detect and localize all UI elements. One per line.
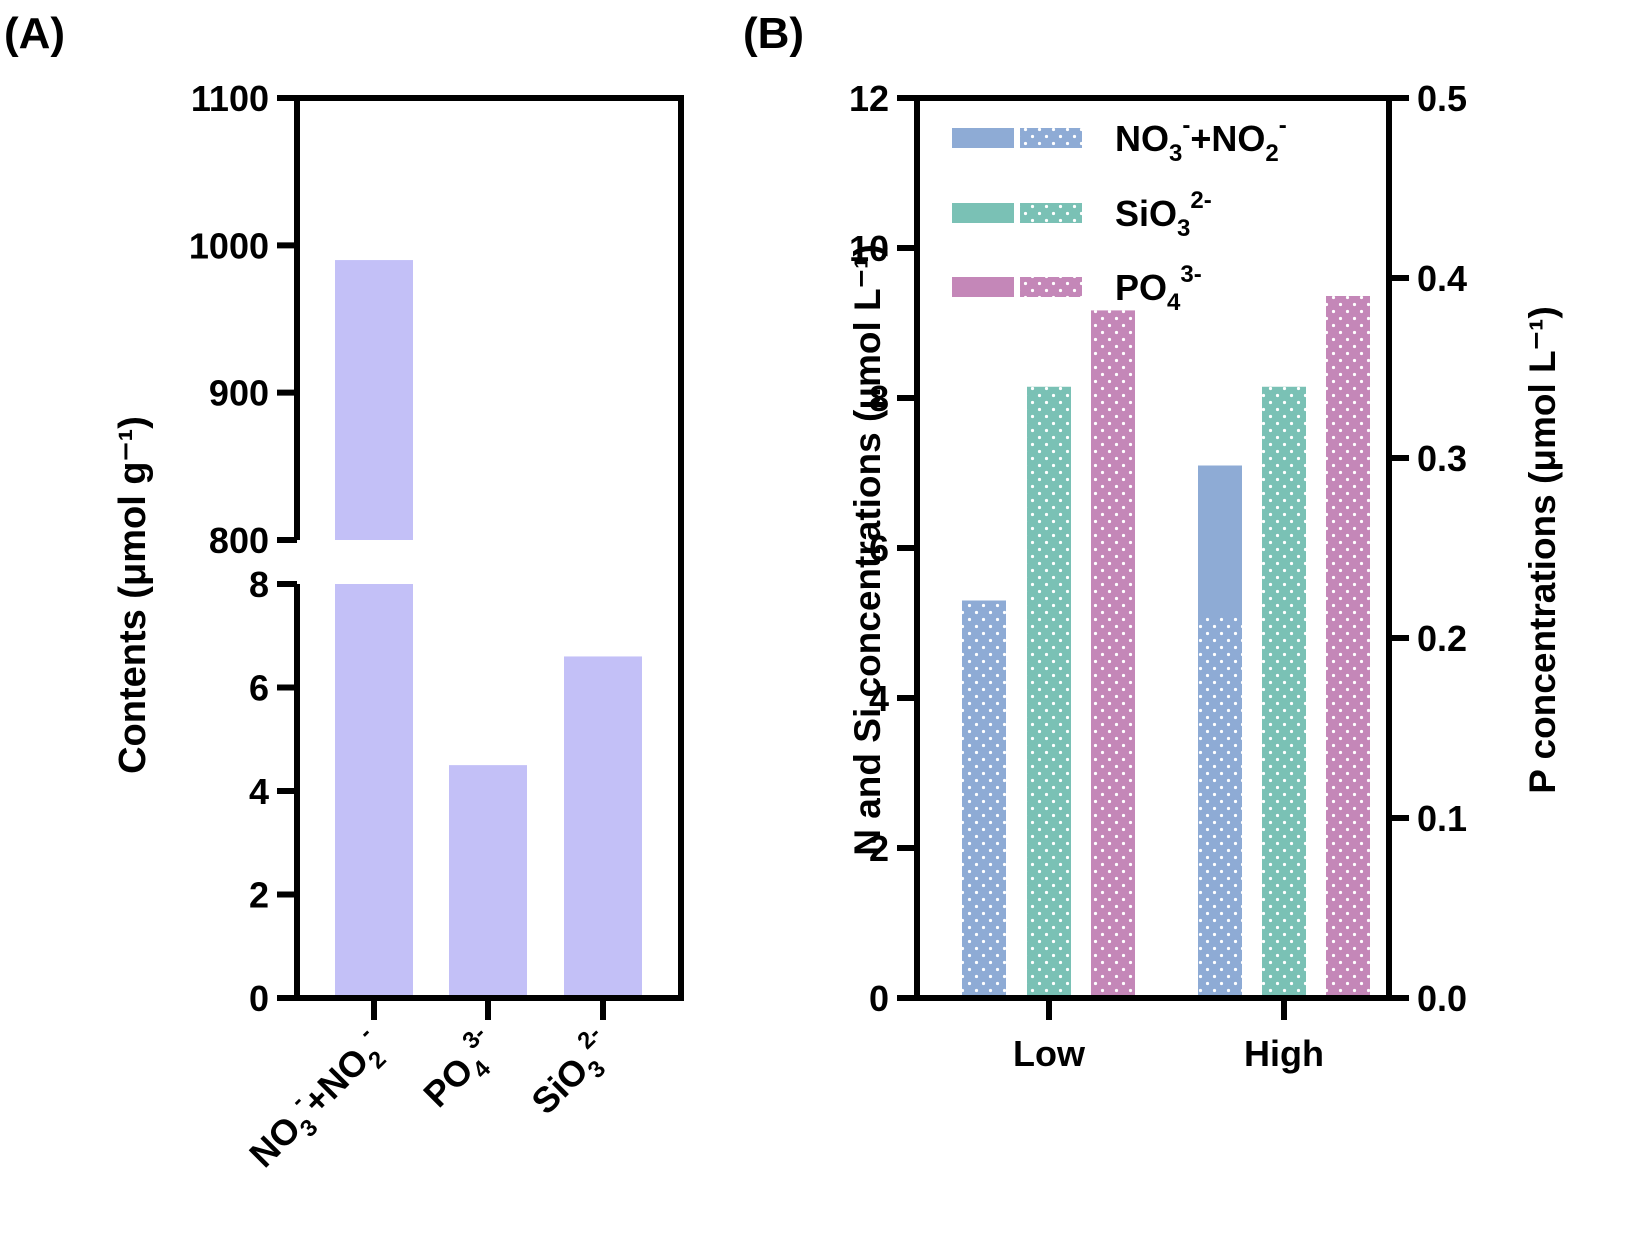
chart-b-ytick-right-label: 0.5: [1417, 78, 1467, 119]
chart-a-ytick-label: 900: [209, 373, 269, 414]
chart-b-ytick-right-label: 0.0: [1417, 978, 1467, 1019]
chart-a-ytick-label: 8: [249, 564, 269, 605]
chart-b-ytick-right-label: 0.4: [1417, 258, 1467, 299]
legend-swatch-solid-0: [952, 128, 1014, 148]
chart-b-ytick-left-label: 8: [869, 378, 889, 419]
bar-a-2: [564, 656, 642, 998]
chart-b-ytick-left-label: 0: [869, 978, 889, 1019]
chart-b-ylabel-right: P concentrations (μmol L⁻¹): [1522, 306, 1563, 794]
bar-b-pattern-0-1: [1198, 615, 1242, 998]
bar-b-pattern-0-0: [962, 600, 1006, 998]
bar-b-pattern-1-1: [1262, 386, 1306, 998]
chart-b-ylabel-left: N and Si concentrations (μmol L⁻¹): [847, 244, 888, 856]
chart-b-ytick-right-label: 0.1: [1417, 798, 1467, 839]
chart-b-xtick-label: High: [1244, 1033, 1324, 1074]
chart-b-ytick-left-label: 4: [869, 678, 889, 719]
legend-label-2: PO43-: [1115, 261, 1202, 316]
legend-swatch-pattern-2: [1020, 277, 1082, 297]
chart-a-ytick-label: 6: [249, 668, 269, 709]
chart-a-xtick-label: PO43-: [411, 1020, 511, 1120]
chart-a-ytick-label: 1000: [189, 225, 269, 266]
chart-a-ytick-label: 2: [249, 875, 269, 916]
panel-label-a: (A): [4, 9, 65, 58]
bar-b-pattern-2-0: [1091, 310, 1135, 998]
chart-a-xtick-label: SiO32-: [519, 1020, 626, 1127]
chart-b-ytick-left-label: 10: [849, 228, 889, 269]
chart-b-ytick-left-label: 6: [869, 528, 889, 569]
chart-a-ytick-label: 0: [249, 978, 269, 1019]
chart-b-ytick-right-label: 0.2: [1417, 618, 1467, 659]
legend-swatch-solid-2: [952, 277, 1014, 297]
legend-label-0: NO3-+NO2-: [1115, 112, 1287, 167]
legend-label-1: SiO32-: [1115, 187, 1212, 242]
panel-label-b: (B): [743, 9, 804, 58]
chart-a-xtick-label: NO3-+NO2-: [237, 1020, 397, 1180]
legend-swatch-solid-1: [952, 203, 1014, 223]
chart-a-ylabel: Contents (μmol g⁻¹): [112, 416, 154, 774]
legend-swatch-pattern-0: [1020, 128, 1082, 148]
legend-swatch-pattern-1: [1020, 203, 1082, 223]
chart-a-ytick-label: 800: [209, 520, 269, 561]
chart-b: 0 2 4 6 8 10 12 0.0 0.1 0.2 0.3 0.4 0.5 Low High NO3-+…: [847, 78, 1563, 1074]
bar-a-1: [449, 765, 527, 998]
chart-b-xtick-label: Low: [1013, 1033, 1086, 1074]
bar-b-pattern-1-0: [1027, 386, 1071, 998]
chart-a-ytick-label: 4: [249, 771, 269, 812]
chart-b-ytick-left-label: 2: [869, 828, 889, 869]
chart-b-ytick-left-label: 12: [849, 78, 889, 119]
bar-a-0-lower: [335, 584, 413, 998]
bar-b-pattern-2-1: [1326, 296, 1370, 998]
chart-a-ytick-label: 1100: [191, 78, 269, 119]
chart-b-ytick-right-label: 0.3: [1417, 438, 1467, 479]
bar-a-0-upper: [335, 260, 413, 540]
